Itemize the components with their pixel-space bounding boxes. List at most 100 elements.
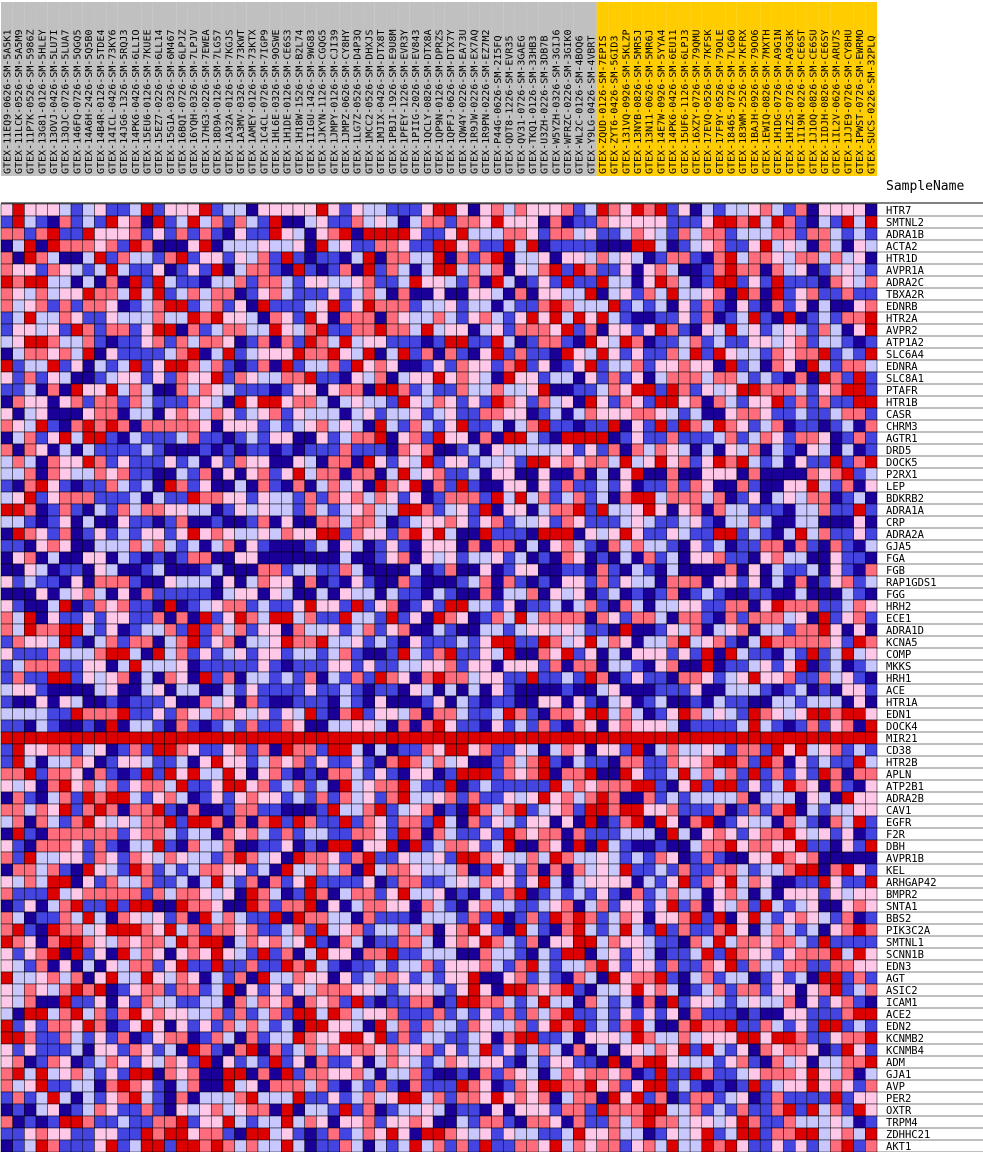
- heatmap-cell: [105, 923, 119, 937]
- sample-label-bg: [701, 2, 714, 176]
- heatmap-cell: [316, 239, 329, 253]
- heatmap-cell: [187, 287, 200, 301]
- heatmap-cell: [304, 815, 317, 829]
- heatmap-cell: [316, 923, 329, 937]
- heatmap-cell: [701, 275, 714, 289]
- heatmap-cell: [152, 515, 165, 529]
- heatmap-cell: [70, 359, 84, 373]
- heatmap-cell: [830, 911, 843, 925]
- heatmap-cell: [362, 851, 376, 865]
- heatmap-cell: [105, 527, 119, 541]
- heatmap-cell: [129, 299, 142, 313]
- heatmap-cell: [865, 335, 878, 349]
- heatmap-cell: [502, 467, 516, 481]
- heatmap-cell: [456, 203, 469, 217]
- heatmap-cell: [164, 539, 177, 553]
- heatmap-cell: [12, 719, 25, 733]
- heatmap-cell: [269, 935, 282, 949]
- heatmap-cell: [316, 719, 329, 733]
- heatmap-cell: [619, 635, 632, 649]
- heatmap-cell: [105, 407, 119, 421]
- heatmap-cell: [584, 431, 597, 445]
- heatmap-cell: [853, 311, 866, 325]
- heatmap-cell: [175, 287, 189, 301]
- heatmap-cell: [818, 275, 831, 289]
- heatmap-cell: [269, 611, 282, 625]
- heatmap-cell: [514, 623, 527, 637]
- heatmap-cell: [269, 419, 282, 433]
- heatmap-cell: [444, 923, 457, 937]
- heatmap-cell: [538, 755, 551, 769]
- heatmap-cell: [117, 659, 130, 673]
- heatmap-cell: [561, 683, 574, 697]
- heatmap-cell: [421, 779, 434, 793]
- heatmap-cell: [806, 827, 819, 841]
- heatmap-cell: [24, 215, 37, 229]
- heatmap-cell: [47, 971, 60, 985]
- heatmap-cell: [24, 815, 37, 829]
- heatmap-cell: [24, 947, 37, 961]
- heatmap-cell: [269, 959, 282, 973]
- heatmap-cell: [386, 779, 399, 793]
- heatmap-cell: [175, 299, 189, 313]
- heatmap-cell: [199, 647, 212, 661]
- heatmap-cell: [24, 623, 37, 637]
- heatmap-cell: [759, 899, 773, 913]
- heatmap-cell: [175, 215, 189, 229]
- heatmap-cell: [164, 467, 177, 481]
- heatmap-cell: [47, 779, 60, 793]
- heatmap-cell: [654, 743, 668, 757]
- heatmap-cell: [514, 599, 527, 613]
- heatmap-cell: [818, 659, 831, 673]
- heatmap-cell: [187, 503, 200, 517]
- heatmap-cell: [713, 887, 726, 901]
- heatmap-cell: [397, 899, 411, 913]
- heatmap-cell: [689, 827, 703, 841]
- heatmap-cell: [713, 491, 726, 505]
- heatmap-cell: [362, 371, 376, 385]
- heatmap-cell: [619, 563, 632, 577]
- heatmap-cell: [94, 203, 107, 217]
- heatmap-cell: [736, 947, 749, 961]
- heatmap-cell: [316, 491, 329, 505]
- heatmap-cell: [152, 467, 165, 481]
- heatmap-cell: [409, 539, 422, 553]
- heatmap-cell: [152, 779, 165, 793]
- heatmap-cell: [105, 599, 119, 613]
- heatmap-cell: [421, 827, 434, 841]
- heatmap-cell: [841, 335, 854, 349]
- heatmap-cell: [689, 275, 703, 289]
- heatmap-cell: [456, 839, 469, 853]
- heatmap-cell: [759, 563, 773, 577]
- heatmap-cell: [281, 731, 294, 745]
- heatmap-cell: [526, 443, 539, 457]
- heatmap-cell: [759, 887, 773, 901]
- heatmap-cell: [432, 707, 446, 721]
- heatmap-cell: [12, 611, 25, 625]
- heatmap-cell: [164, 203, 177, 217]
- heatmap-cell: [246, 587, 259, 601]
- heatmap-cell: [748, 779, 761, 793]
- heatmap-cell: [152, 419, 165, 433]
- heatmap-cell: [351, 215, 364, 229]
- heatmap-cell: [689, 551, 703, 565]
- heatmap-cell: [538, 479, 551, 493]
- heatmap-cell: [175, 263, 189, 277]
- heatmap-cell: [736, 203, 749, 217]
- heatmap-cell: [479, 719, 492, 733]
- heatmap-cell: [421, 863, 434, 877]
- heatmap-cell: [759, 911, 773, 925]
- heatmap-cell: [94, 743, 107, 757]
- heatmap-cell: [129, 743, 142, 757]
- heatmap-cell: [748, 935, 761, 949]
- heatmap-cell: [701, 887, 714, 901]
- heatmap-cell: [526, 431, 539, 445]
- heatmap-cell: [421, 239, 434, 253]
- heatmap-cell: [502, 635, 516, 649]
- heatmap-cell: [538, 407, 551, 421]
- heatmap-cell: [12, 575, 25, 589]
- heatmap-cell: [654, 431, 668, 445]
- heatmap-cell: [771, 911, 784, 925]
- heatmap-cell: [759, 227, 773, 241]
- heatmap-cell: [362, 227, 376, 241]
